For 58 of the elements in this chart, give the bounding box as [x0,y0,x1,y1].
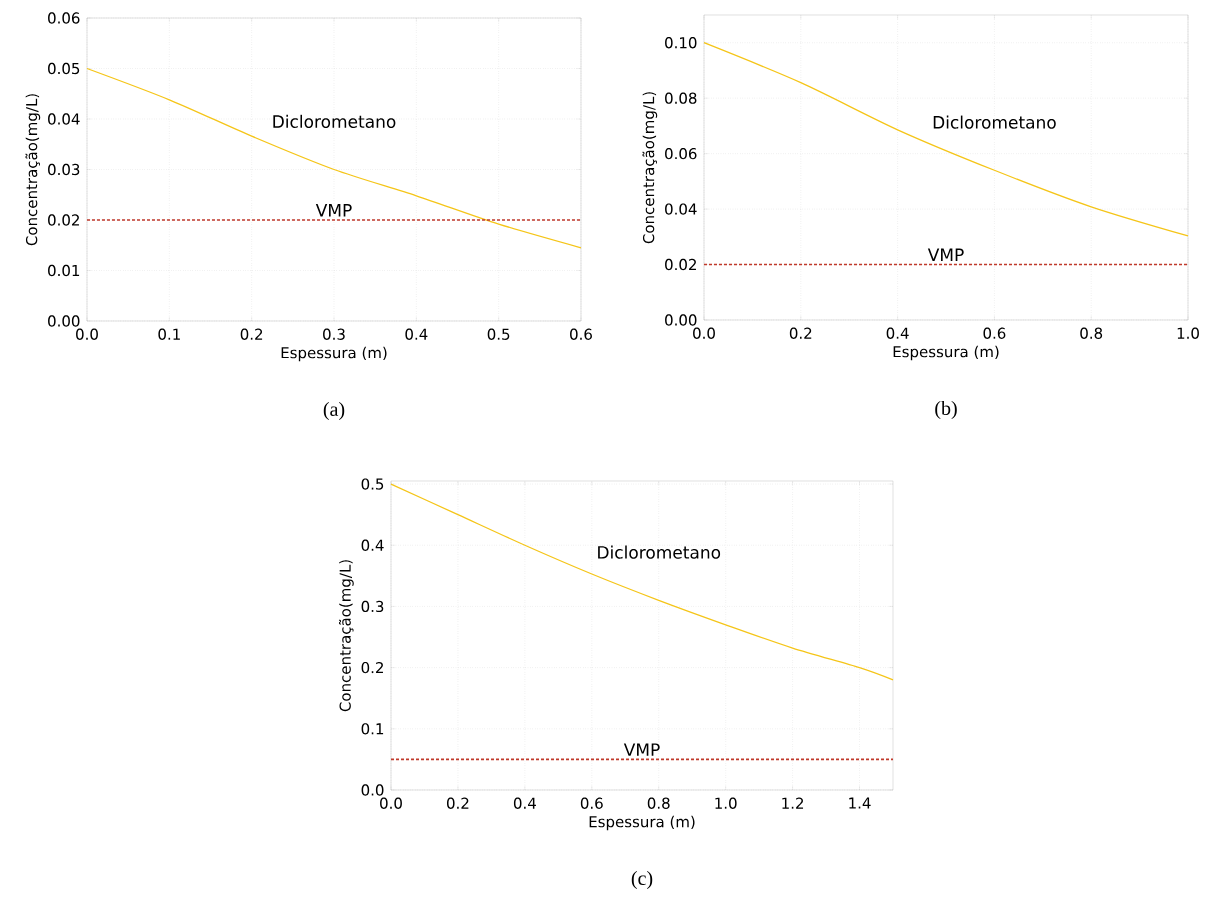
y-axis-title: Concentração(mg/L) [642,92,658,244]
text: (b) [935,400,957,420]
y-axis-title: Concentração(mg/L) [338,560,354,712]
y-tick-label: 0.0 [361,784,384,796]
y-tick-label: 0.06 [48,12,80,24]
x-tick-label: 0.3 [323,328,345,340]
y-tick-label: 0.4 [361,539,384,551]
x-tick-label: 1.0 [715,797,737,809]
y-tick-label: 0.5 [361,478,384,490]
y-tick-label: 0.3 [361,600,384,613]
ref-line-label: VMP [315,204,352,217]
y-tick-label: 0.2 [361,661,383,674]
line-series [86,67,582,249]
y-tick-label: 0.1 [361,723,384,735]
text: (c) [631,870,653,890]
x-tick-label: 0.2 [240,328,263,340]
x-tick-label: 1.0 [1177,327,1199,339]
x-tick-label: 0.6 [570,328,592,340]
x-tick-label: 0.4 [886,327,909,339]
x-tick-label: 1.4 [849,797,871,809]
x-tick-label: 0.5 [487,328,510,340]
y-tick-label: 0.08 [665,92,697,104]
text: (a) [323,401,345,421]
ref-line-label: VMP [623,743,660,756]
x-axis-title: Espessura (m) [589,815,695,831]
x-tick-label: 0.1 [158,328,180,340]
y-tick-label: 0.02 [48,214,79,226]
x-tick-label: 0.8 [647,797,670,809]
y-tick-label: 0.02 [665,258,696,271]
x-tick-label: 0.0 [380,797,402,809]
line-series [390,483,894,681]
x-tick-label: 1.2 [782,797,804,809]
y-axis-title: Concentração(mg/L) [25,94,41,246]
y-tick-label: 0.03 [48,163,80,176]
x-tick-label: 0.0 [76,328,98,340]
y-tick-label: 0.10 [665,37,697,49]
x-tick-label: 0.6 [580,797,603,809]
x-tick-label: 0.2 [789,327,812,339]
line-series [703,42,1189,237]
y-tick-label: 0.05 [48,62,80,75]
x-tick-label: 0.6 [983,327,1006,339]
x-tick-label: 0.0 [693,327,715,339]
y-tick-label: 0.04 [665,203,697,215]
x-tick-label: 0.4 [513,797,536,809]
x-tick-label: 0.2 [447,797,469,809]
series-label: Diclorometano [273,114,396,128]
y-tick-label: 0.00 [665,314,697,326]
series-label: Diclorometano [933,115,1056,129]
x-axis-title: Espessura (m) [893,345,999,361]
x-axis-title: Espessura (m) [281,346,387,362]
x-tick-label: 0.4 [405,328,428,340]
ref-line-label: VMP [927,248,964,262]
x-tick-label: 0.8 [1080,327,1103,339]
y-tick-label: 0.06 [665,147,697,160]
y-tick-label: 0.04 [48,113,80,125]
y-tick-label: 0.01 [48,264,80,277]
series-label: Diclorometano [598,545,721,559]
y-tick-label: 0.00 [48,315,80,327]
